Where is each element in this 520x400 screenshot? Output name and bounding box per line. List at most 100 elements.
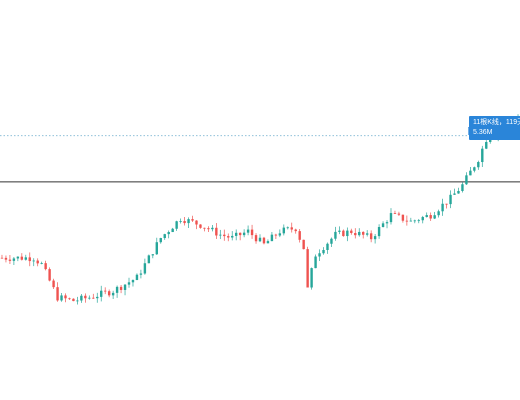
candle-body bbox=[453, 193, 456, 195]
candle-body bbox=[167, 232, 170, 235]
candle bbox=[342, 229, 345, 237]
candle bbox=[80, 294, 83, 303]
candle bbox=[445, 203, 448, 209]
candle-body bbox=[429, 215, 432, 219]
candle bbox=[393, 210, 397, 215]
candle bbox=[334, 226, 337, 241]
candle bbox=[231, 231, 234, 241]
candle bbox=[48, 267, 51, 282]
candle-body bbox=[111, 292, 115, 296]
candle bbox=[294, 228, 297, 234]
candle-body bbox=[32, 260, 35, 262]
candle bbox=[266, 239, 270, 244]
candle bbox=[139, 269, 143, 279]
candle bbox=[234, 229, 238, 241]
candle-body bbox=[0, 257, 4, 259]
candle-body bbox=[12, 258, 16, 261]
candle bbox=[199, 224, 202, 229]
candle bbox=[302, 239, 305, 250]
candle-body bbox=[298, 231, 301, 240]
candle-body bbox=[231, 235, 234, 238]
candle bbox=[40, 261, 43, 265]
candle bbox=[469, 166, 472, 176]
candle bbox=[405, 215, 409, 226]
candle bbox=[123, 284, 127, 296]
candle bbox=[24, 254, 28, 261]
candle bbox=[254, 233, 258, 244]
candle bbox=[365, 230, 369, 237]
candle-body bbox=[103, 290, 107, 292]
candle-body bbox=[195, 220, 198, 225]
candle-body bbox=[223, 234, 226, 237]
candle bbox=[135, 273, 139, 281]
candle bbox=[338, 226, 341, 235]
candle-body bbox=[306, 249, 309, 288]
candle-body bbox=[342, 230, 345, 237]
candle-body bbox=[445, 203, 448, 205]
candle bbox=[346, 227, 349, 242]
candle-body bbox=[123, 284, 127, 290]
candle-body bbox=[207, 228, 210, 230]
candle-body bbox=[266, 241, 270, 244]
candle bbox=[453, 188, 456, 195]
candle bbox=[4, 255, 8, 263]
candle bbox=[207, 226, 210, 233]
candle bbox=[203, 227, 206, 232]
candle-body bbox=[64, 295, 67, 299]
candle bbox=[32, 258, 35, 267]
candle-body bbox=[358, 231, 361, 236]
candle-body bbox=[373, 236, 377, 240]
candle bbox=[246, 225, 250, 236]
candle bbox=[242, 229, 246, 238]
candle bbox=[111, 290, 115, 299]
candle-body bbox=[88, 297, 91, 299]
candle bbox=[314, 254, 317, 269]
candle bbox=[171, 227, 174, 233]
candle bbox=[330, 237, 333, 248]
candle-body bbox=[314, 256, 317, 269]
candle-body bbox=[44, 263, 47, 270]
candle-body bbox=[80, 295, 83, 301]
candle-body bbox=[270, 234, 274, 242]
candle bbox=[282, 224, 286, 236]
candle bbox=[373, 234, 377, 244]
candle bbox=[278, 229, 282, 238]
candle-body bbox=[4, 257, 8, 260]
candle-body bbox=[143, 263, 147, 274]
candle bbox=[389, 208, 393, 225]
candle-body bbox=[147, 255, 151, 264]
candle bbox=[167, 230, 170, 239]
candle-body bbox=[242, 232, 246, 236]
candle-body bbox=[28, 257, 31, 262]
candle-body bbox=[24, 257, 28, 260]
candle-body bbox=[469, 170, 472, 176]
candle bbox=[262, 236, 266, 245]
candle-body bbox=[238, 232, 242, 236]
candle bbox=[28, 252, 31, 267]
candle-body bbox=[16, 256, 20, 259]
candle bbox=[350, 228, 353, 235]
candle-body bbox=[397, 213, 401, 215]
candle bbox=[60, 292, 63, 302]
candle-body bbox=[449, 194, 452, 205]
candle-body bbox=[346, 230, 349, 237]
candle-body bbox=[338, 230, 341, 232]
candle-body bbox=[119, 286, 123, 290]
candle-body bbox=[246, 229, 250, 233]
candle-body bbox=[250, 229, 254, 236]
candle-body bbox=[187, 219, 190, 224]
candle-body bbox=[211, 227, 214, 230]
candle bbox=[119, 284, 123, 294]
candle-body bbox=[139, 273, 143, 275]
tooltip-line-2: 5.36M bbox=[473, 129, 493, 136]
candle bbox=[223, 229, 226, 241]
candle-body bbox=[40, 263, 43, 264]
candle bbox=[68, 297, 71, 300]
candle-body bbox=[171, 228, 174, 233]
candle-body bbox=[362, 231, 365, 235]
candle bbox=[441, 198, 444, 216]
candle bbox=[227, 233, 230, 242]
candle-body bbox=[219, 234, 222, 236]
